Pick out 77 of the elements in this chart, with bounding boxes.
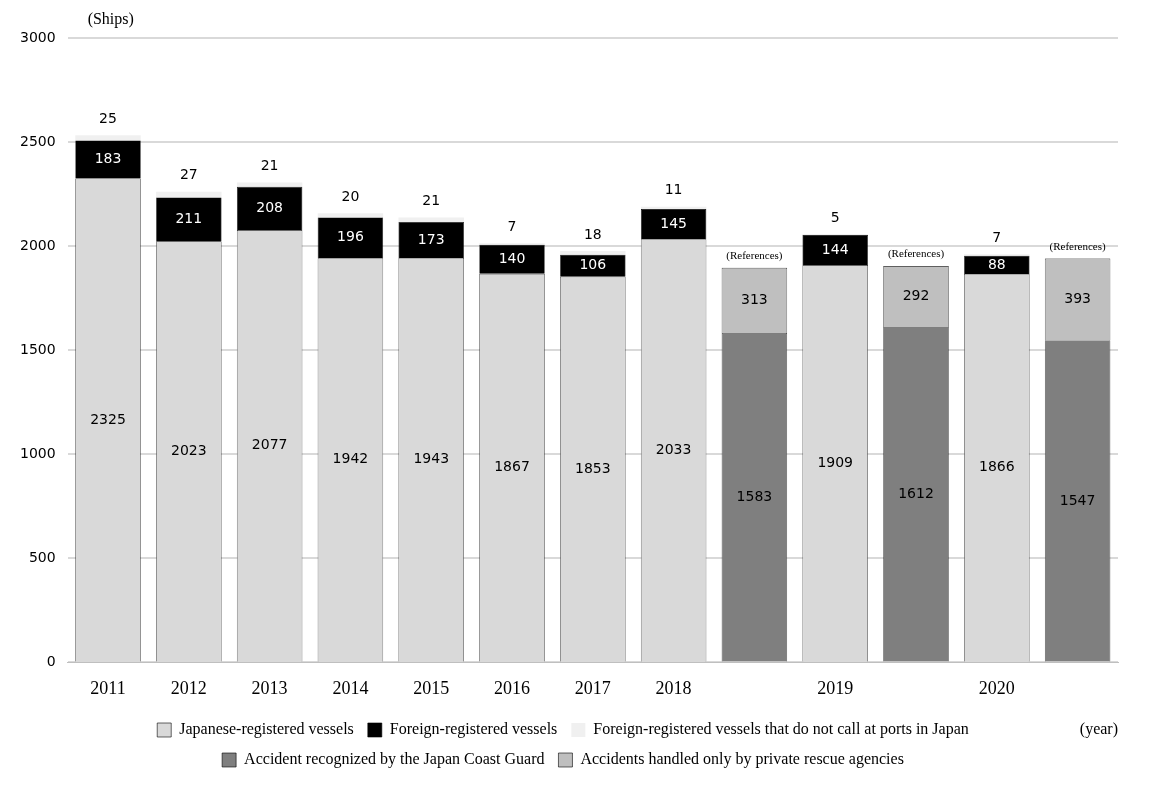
- bar: [640, 209, 707, 240]
- legend-label: Accidents handled only by private rescue agencies: [580, 750, 904, 769]
- data-label: 27: [179, 166, 198, 183]
- y-tick-label: 3000: [19, 28, 56, 45]
- bar: [75, 135, 141, 141]
- data-label: 140: [498, 249, 526, 266]
- y-axis-title: (Ships): [87, 10, 134, 29]
- bar: [75, 140, 141, 179]
- y-tick-label: 1000: [19, 444, 56, 461]
- y-tick-label: 1500: [19, 340, 56, 357]
- data-label: 7: [507, 217, 517, 234]
- x-axis-title: (year): [1079, 720, 1118, 739]
- data-label: 21: [422, 192, 441, 209]
- data-label: 2033: [655, 440, 692, 457]
- bar: [156, 191, 222, 198]
- data-label: 1853: [574, 459, 611, 476]
- x-tick-label: 2011: [90, 677, 126, 698]
- x-tick-label: 2019: [817, 677, 854, 698]
- y-tick-label: 500: [28, 548, 56, 565]
- data-label: 1867: [494, 458, 530, 475]
- data-label: 292: [902, 287, 930, 304]
- data-label: 173: [417, 230, 445, 247]
- data-label: 1547: [1059, 491, 1096, 508]
- data-label: 7: [992, 228, 1002, 245]
- data-label: 21: [260, 157, 279, 174]
- data-label: 25: [99, 109, 117, 126]
- data-label: 106: [579, 256, 607, 273]
- data-label: 2325: [90, 410, 126, 427]
- x-tick-label: 2012: [170, 677, 207, 698]
- data-label: 144: [821, 240, 849, 257]
- data-label: 196: [337, 228, 364, 245]
- data-label: 2077: [251, 436, 288, 453]
- data-label: 145: [660, 214, 687, 231]
- y-tick-label: 0: [46, 653, 56, 670]
- data-label: 1943: [413, 450, 450, 467]
- bar: [479, 244, 545, 274]
- bar: [236, 182, 303, 187]
- bar: [560, 250, 626, 255]
- data-label: 18: [583, 225, 602, 242]
- data-label: 393: [1064, 290, 1091, 307]
- data-label: 1612: [898, 484, 934, 501]
- x-tick-label: 2013: [251, 677, 288, 698]
- legend-label: Accident recognized by the Japan Coast Guard: [244, 750, 545, 769]
- bar: [156, 197, 222, 242]
- x-tick-label: 2018: [655, 677, 692, 698]
- data-label: 88: [987, 255, 1006, 272]
- x-tick-label: 2016: [494, 677, 531, 698]
- x-tick-label: 2014: [332, 677, 369, 698]
- data-label: 1909: [817, 453, 854, 470]
- bar: [317, 217, 384, 259]
- bar: [802, 235, 868, 266]
- bar: [317, 213, 384, 218]
- y-tick-label: 2500: [19, 132, 56, 149]
- x-tick-label: 2015: [413, 677, 450, 698]
- total-label: (References): [887, 247, 945, 260]
- data-label: 5: [830, 208, 840, 225]
- data-label: 313: [741, 290, 768, 307]
- legend-label: Japanese-registered vessels: [179, 720, 354, 739]
- x-tick-label: 2017: [574, 677, 611, 698]
- legend-label: Foreign-registered vessels: [389, 720, 558, 739]
- legend-label: Foreign-registered vessels that do not call at ports in Japan: [593, 720, 969, 739]
- bar: [398, 217, 464, 222]
- bar: [398, 221, 464, 258]
- data-label: 211: [175, 210, 203, 227]
- y-tick-label: 2000: [19, 236, 56, 253]
- data-label: 1583: [736, 487, 773, 504]
- data-label: 2023: [171, 442, 207, 459]
- total-label: (References): [726, 248, 783, 262]
- x-tick-label: 2020: [978, 677, 1015, 698]
- data-label: 11: [664, 181, 683, 198]
- data-label: 1942: [332, 450, 369, 467]
- data-label: 1866: [978, 458, 1015, 475]
- data-label: 20: [341, 187, 360, 204]
- total-label: (References): [1049, 239, 1107, 253]
- data-label: 208: [256, 199, 283, 216]
- bar: [964, 255, 1030, 275]
- data-label: 183: [94, 150, 122, 167]
